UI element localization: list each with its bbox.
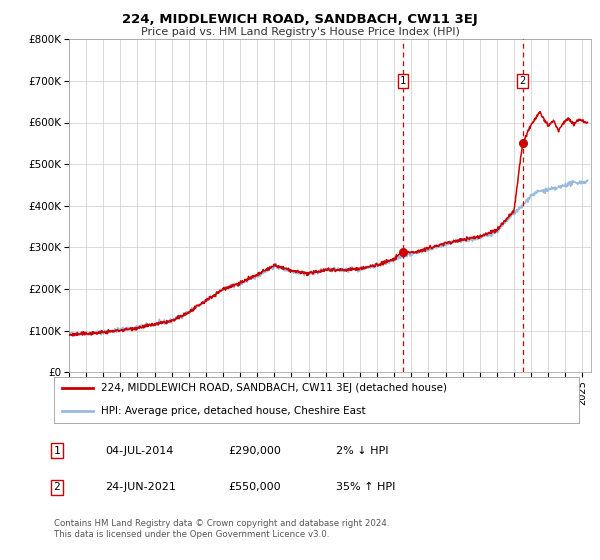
- Text: This data is licensed under the Open Government Licence v3.0.: This data is licensed under the Open Gov…: [54, 530, 329, 539]
- Text: 2: 2: [53, 482, 61, 492]
- Text: Price paid vs. HM Land Registry's House Price Index (HPI): Price paid vs. HM Land Registry's House …: [140, 27, 460, 38]
- Text: 24-JUN-2021: 24-JUN-2021: [105, 482, 176, 492]
- Text: HPI: Average price, detached house, Cheshire East: HPI: Average price, detached house, Ches…: [101, 407, 366, 416]
- Text: 04-JUL-2014: 04-JUL-2014: [105, 446, 173, 456]
- Text: 224, MIDDLEWICH ROAD, SANDBACH, CW11 3EJ: 224, MIDDLEWICH ROAD, SANDBACH, CW11 3EJ: [122, 13, 478, 26]
- Text: 2: 2: [520, 76, 526, 86]
- Text: 35% ↑ HPI: 35% ↑ HPI: [336, 482, 395, 492]
- Text: 1: 1: [400, 76, 406, 86]
- Text: 1: 1: [53, 446, 61, 456]
- Text: 2% ↓ HPI: 2% ↓ HPI: [336, 446, 389, 456]
- Text: £550,000: £550,000: [228, 482, 281, 492]
- Text: Contains HM Land Registry data © Crown copyright and database right 2024.: Contains HM Land Registry data © Crown c…: [54, 519, 389, 528]
- Text: 224, MIDDLEWICH ROAD, SANDBACH, CW11 3EJ (detached house): 224, MIDDLEWICH ROAD, SANDBACH, CW11 3EJ…: [101, 384, 447, 393]
- Text: £290,000: £290,000: [228, 446, 281, 456]
